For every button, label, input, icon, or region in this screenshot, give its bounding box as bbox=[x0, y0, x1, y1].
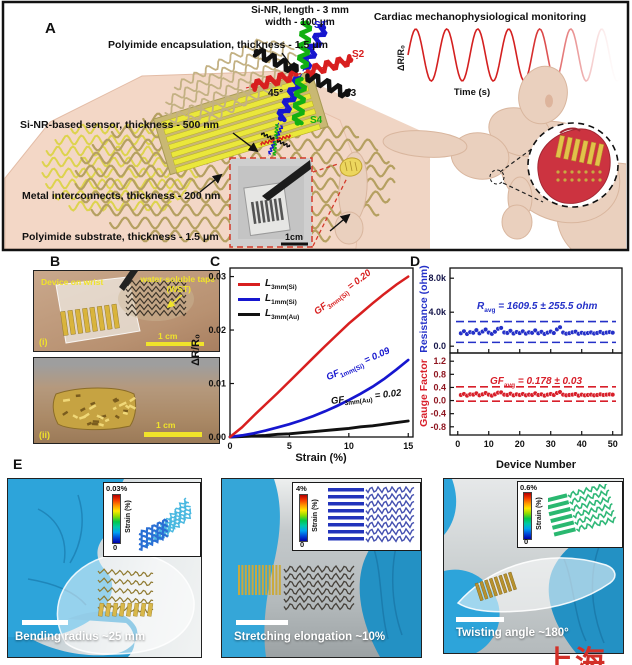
colorbar-max: 0.6% bbox=[520, 483, 537, 492]
svg-text:1.2: 1.2 bbox=[433, 356, 446, 366]
svg-text:40: 40 bbox=[577, 439, 587, 449]
sensor-s2-label: S2 bbox=[352, 49, 365, 60]
colorbar-label: Strain (%) bbox=[536, 497, 543, 530]
gf-annotation-black: GF3mm(Au) = 0.02 bbox=[330, 387, 402, 408]
chart-c-ylabel: ΔR/R₀ bbox=[190, 300, 202, 400]
colorbar-min: 0 bbox=[524, 537, 528, 546]
stretching-caption: Stretching elongation ~10% bbox=[234, 631, 385, 643]
colorbar-label: Strain (%) bbox=[312, 499, 319, 532]
svg-text:10: 10 bbox=[344, 441, 354, 451]
svg-text:0.4: 0.4 bbox=[433, 382, 446, 392]
substrate-label: Polyimide substrate, thickness - 1.5 μm bbox=[22, 231, 219, 243]
sensor-s4-label: S4 bbox=[310, 115, 323, 126]
chart-d-ylabel-gauge-factor: Gauge Factor bbox=[418, 338, 430, 448]
bending-caption: Bending radius ~25 mm bbox=[15, 631, 145, 643]
human-hand bbox=[335, 212, 363, 244]
sensor-label: Si-NR-based sensor, thickness - 500 nm bbox=[20, 119, 219, 131]
figure-panel: 1cm A Polyimide en bbox=[0, 0, 632, 665]
wst-label-line1: water-soluble tape bbox=[140, 274, 215, 284]
scale-bar bbox=[144, 432, 202, 437]
legend-swatch-blue bbox=[238, 298, 260, 301]
panel-a-label: A bbox=[45, 20, 56, 37]
svg-text:30: 30 bbox=[546, 439, 556, 449]
svg-text:5: 5 bbox=[287, 441, 292, 451]
encapsulation-label: Polyimide encapsulation, thickness - 1.5… bbox=[108, 39, 328, 51]
strain-colorbar bbox=[299, 494, 308, 542]
panel-c-label: C bbox=[210, 253, 220, 269]
scale-text: 1 cm bbox=[156, 420, 175, 430]
photo-stretching: 4% 0 Strain (%) Stretching elongation ~1… bbox=[221, 478, 422, 658]
fea-inset-bending: 0.03% 0 Strain (%) bbox=[103, 482, 201, 557]
svg-text:-0.4: -0.4 bbox=[430, 409, 446, 419]
human-ear bbox=[545, 95, 553, 108]
colorbar-min: 0 bbox=[300, 540, 304, 549]
colorbar-max: 0.03% bbox=[106, 484, 127, 493]
chart-c-xlabel: Strain (%) bbox=[281, 452, 361, 464]
photo-index-i: (i) bbox=[39, 337, 48, 347]
scale-bar bbox=[236, 620, 288, 625]
legend-item: L3mm(Au) bbox=[238, 307, 299, 322]
svg-text:-0.8: -0.8 bbox=[430, 422, 446, 432]
watermark: 上海语 bbox=[543, 637, 632, 665]
wst-label-line2: (WST) bbox=[166, 284, 191, 294]
svg-text:0.8: 0.8 bbox=[433, 369, 446, 379]
panel-a-schematic: 1cm A Polyimide en bbox=[0, 0, 632, 252]
fea-plot bbox=[137, 487, 197, 553]
chart-c-legend: L3mm(Si) L1mm(Si) L3mm(Au) bbox=[238, 277, 299, 322]
svg-text:50: 50 bbox=[608, 439, 618, 449]
svg-text:4.0k: 4.0k bbox=[428, 307, 447, 317]
scale-bar bbox=[456, 617, 504, 622]
waveform-ylabel: ΔR/R₀ bbox=[396, 45, 406, 71]
fea-inset-twisting: 0.6% 0 Strain (%) bbox=[517, 481, 623, 548]
legend-swatch-red bbox=[238, 283, 260, 286]
gf-annotation-red: GF3mm(Si) = 0.20 bbox=[312, 268, 374, 319]
sinr-title-line1: Si-NR, length - 3 mm bbox=[251, 5, 349, 16]
fea-plot bbox=[326, 486, 418, 547]
svg-text:10: 10 bbox=[484, 439, 494, 449]
monitoring-title: Cardiac mechanophysiological monitoring bbox=[374, 11, 586, 23]
svg-text:0.0: 0.0 bbox=[433, 396, 446, 406]
interconnects-label: Metal interconnects, thickness - 200 nm bbox=[22, 190, 220, 202]
device-on-wrist-label: Device on wrist bbox=[41, 277, 103, 287]
scale-bar bbox=[22, 620, 68, 625]
scale-text: 1 cm bbox=[158, 331, 177, 341]
strain-colorbar bbox=[112, 494, 121, 544]
panel-b-label: B bbox=[50, 253, 60, 269]
panel-e-label: E bbox=[13, 456, 22, 472]
sensor-s1-label: S1 bbox=[314, 20, 327, 31]
colorbar-max: 4% bbox=[296, 484, 307, 493]
angle-45-label: 45° bbox=[268, 88, 283, 99]
legend-item: L1mm(Si) bbox=[238, 292, 299, 307]
photo-bending: 0.03% 0 Strain (%) Bending radius ~25 mm bbox=[7, 478, 202, 658]
colorbar-label: Strain (%) bbox=[125, 500, 132, 533]
inset-scale-label: 1cm bbox=[285, 232, 303, 242]
gf-annotation-blue: GF1mm(Si) = 0.09 bbox=[325, 345, 393, 385]
human-fist bbox=[502, 205, 532, 239]
fea-inset-stretching: 4% 0 Strain (%) bbox=[292, 482, 421, 551]
svg-text:0: 0 bbox=[227, 441, 232, 451]
photo-twisting: 0.6% 0 Strain (%) Twisting angle ~180° bbox=[443, 478, 624, 654]
fea-plot bbox=[548, 484, 620, 545]
svg-text:20: 20 bbox=[515, 439, 525, 449]
legend-item: L3mm(Si) bbox=[238, 277, 299, 292]
svg-text:8.0k: 8.0k bbox=[428, 273, 447, 283]
glove-tip bbox=[444, 479, 456, 535]
svg-text:0: 0 bbox=[455, 439, 460, 449]
inset-scale-bar bbox=[281, 243, 308, 246]
strain-colorbar bbox=[523, 492, 532, 540]
gf-avg-annotation: GFavg = 0.178 ± 0.03 bbox=[490, 376, 582, 389]
photo-index-ii: (ii) bbox=[39, 430, 50, 440]
chart-d-xlabel: Device Number bbox=[476, 459, 596, 471]
device-photo-inset: 1cm bbox=[230, 158, 312, 247]
legend-swatch-black bbox=[238, 313, 260, 316]
sensor-s3-label: S3 bbox=[344, 88, 357, 99]
resistance-avg-annotation: Ravg = 1609.5 ± 255.5 ohm bbox=[477, 301, 597, 314]
colorbar-min: 0 bbox=[113, 543, 117, 552]
svg-text:0.0: 0.0 bbox=[433, 341, 446, 351]
crumpled-device bbox=[53, 388, 136, 430]
waveform-xlabel: Time (s) bbox=[454, 87, 490, 98]
svg-text:15: 15 bbox=[403, 441, 413, 451]
